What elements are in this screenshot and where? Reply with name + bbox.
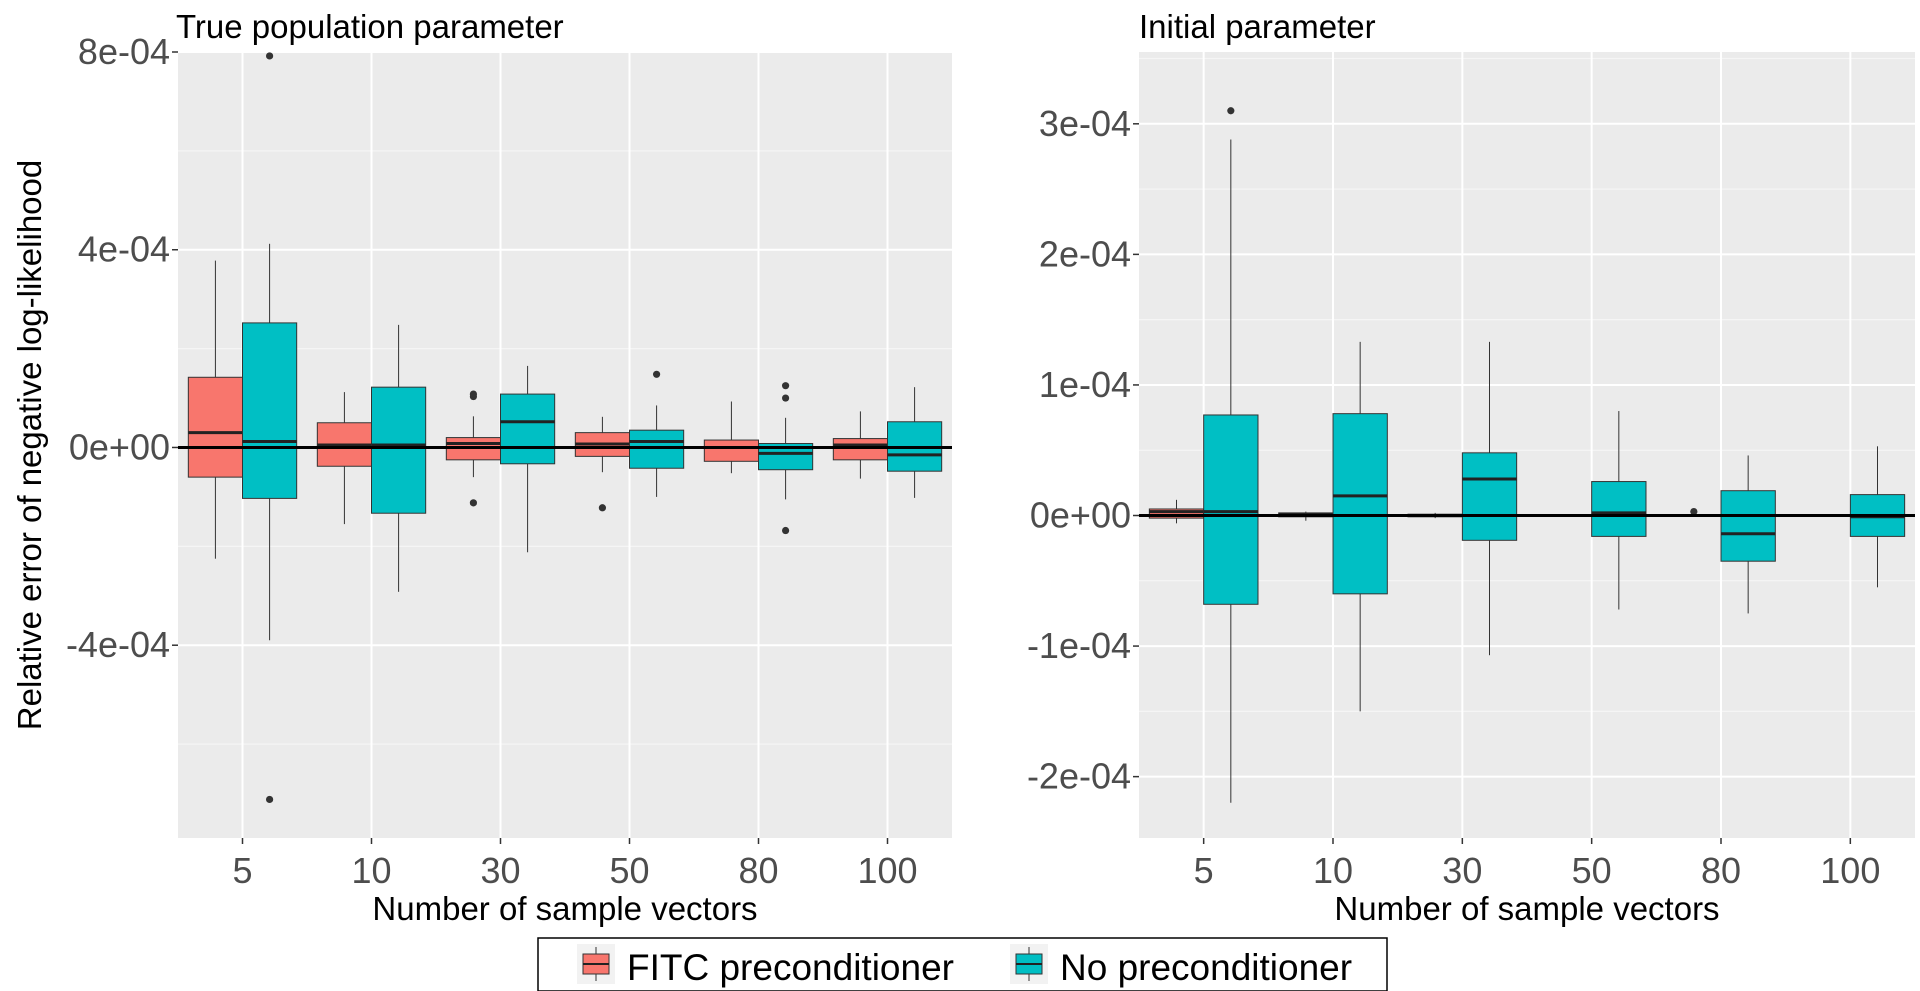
- x-tick-label: 80: [1701, 850, 1741, 891]
- plot-background-left: [178, 52, 952, 838]
- outlier-point: [265, 795, 274, 804]
- y-tick-label: -4e-04: [66, 624, 170, 665]
- legend: FITC preconditioner No preconditioner: [537, 937, 1388, 991]
- x-tick-label: 80: [738, 850, 778, 891]
- box-fitc-10: [316, 392, 373, 525]
- x-tick-label: 10: [351, 850, 391, 891]
- outlier-point: [781, 526, 790, 535]
- legend-key-fitc: [577, 944, 615, 984]
- y-tick-label: 1e-04: [1039, 364, 1131, 405]
- y-axis-left: 8e-04 4e-04 0e+00 -4e-04: [66, 31, 178, 665]
- y-tick-label: 4e-04: [78, 229, 170, 270]
- box-none-30: [500, 365, 556, 553]
- x-tick-label: 30: [1442, 850, 1482, 891]
- box-body: [1461, 452, 1518, 541]
- x-tick-label: 5: [1194, 850, 1214, 891]
- x-tick-label: 50: [609, 850, 649, 891]
- x-tick-label: 5: [232, 850, 252, 891]
- x-axis-left: 5 10 30 50 80 100: [232, 838, 918, 891]
- box-none-5: [1203, 107, 1259, 803]
- box-body: [1332, 413, 1388, 595]
- x-tick-label: 100: [1820, 850, 1880, 891]
- box-body: [242, 322, 298, 499]
- box-body: [629, 429, 685, 469]
- box-none-30: [1461, 341, 1518, 656]
- box-none-50: [629, 370, 685, 497]
- box-body: [371, 386, 427, 514]
- panel-title-right: Initial parameter: [1139, 8, 1376, 45]
- outlier-point: [781, 394, 790, 402]
- outlier-point: [469, 499, 478, 507]
- x-axis-title-left: Number of sample vectors: [372, 890, 757, 927]
- box-none-80: [1720, 455, 1776, 614]
- panel-true-population: True population parameter 8e-04 4e-04 0e+0…: [11, 8, 952, 927]
- x-tick-label: 30: [480, 850, 520, 891]
- box-none-50: [1591, 411, 1647, 610]
- y-axis-right: 3e-04 2e-04 1e-04 0e+00 -1e-04 -2e-04: [1027, 103, 1139, 797]
- box-body: [187, 376, 244, 478]
- x-axis-right: 5 10 30 50 80 100: [1194, 838, 1880, 891]
- y-tick-label: 2e-04: [1039, 233, 1131, 274]
- box-none-5: [242, 52, 298, 804]
- plot-marks-right: [1139, 52, 1915, 838]
- outlier-point: [265, 52, 274, 60]
- legend-key-none: [1010, 944, 1048, 984]
- panel-initial: Initial parameter 3e-04 2e-04 1e-04 0e+00 -1…: [1027, 8, 1915, 927]
- x-axis-title-right: Number of sample vectors: [1334, 890, 1719, 927]
- panel-title-left: True population parameter: [176, 8, 564, 45]
- x-tick-label: 100: [857, 850, 917, 891]
- y-tick-label: 0e+00: [1030, 495, 1131, 536]
- outlier-point: [598, 504, 607, 512]
- legend-label-fitc: FITC preconditioner: [627, 947, 954, 988]
- box-body: [1720, 490, 1776, 562]
- y-tick-label: 8e-04: [78, 31, 170, 72]
- plot-marks-left: [178, 51, 952, 838]
- outlier-point: [1690, 507, 1698, 516]
- legend-label-none: No preconditioner: [1060, 947, 1352, 988]
- outlier-point: [781, 382, 790, 390]
- outlier-point: [1227, 107, 1235, 115]
- x-tick-label: 50: [1572, 850, 1612, 891]
- y-tick-label: 3e-04: [1039, 103, 1131, 144]
- y-tick-label: 0e+00: [69, 426, 170, 467]
- outlier-point: [469, 390, 478, 398]
- legend-keys: [577, 944, 1048, 984]
- y-tick-label: -2e-04: [1027, 756, 1131, 797]
- box-body: [500, 393, 556, 465]
- y-axis-title-left: Relative error of negative log-likelihoo…: [11, 160, 48, 730]
- box-none-10: [1332, 341, 1388, 712]
- outlier-point: [652, 370, 661, 378]
- box-body: [1591, 481, 1647, 537]
- plot-background-right: [1139, 52, 1915, 838]
- y-tick-label: -1e-04: [1027, 625, 1131, 666]
- box-body: [1203, 414, 1259, 605]
- box-body: [832, 438, 889, 461]
- x-tick-label: 10: [1313, 850, 1353, 891]
- legend-frame: [537, 937, 1388, 991]
- box-none-10: [371, 324, 427, 592]
- box-body: [703, 439, 760, 462]
- box-fitc-5: [187, 260, 244, 559]
